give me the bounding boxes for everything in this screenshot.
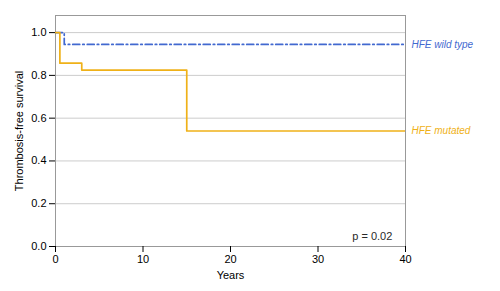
svg-text:10: 10 [137, 253, 149, 265]
svg-text:Thrombosis-free survival: Thrombosis-free survival [13, 71, 25, 191]
svg-text:0.2: 0.2 [31, 197, 46, 209]
svg-text:HFE mutated: HFE mutated [412, 125, 471, 136]
svg-text:20: 20 [224, 253, 236, 265]
svg-text:0.8: 0.8 [31, 69, 46, 81]
svg-text:0.4: 0.4 [31, 154, 46, 166]
svg-text:0.6: 0.6 [31, 112, 46, 124]
svg-text:30: 30 [312, 253, 324, 265]
svg-text:Years: Years [217, 269, 245, 281]
svg-text:1.0: 1.0 [31, 26, 46, 38]
svg-text:HFE wild type: HFE wild type [412, 39, 474, 50]
svg-text:0.0: 0.0 [31, 240, 46, 252]
svg-text:p = 0.02: p = 0.02 [352, 230, 392, 242]
svg-text:0: 0 [52, 253, 58, 265]
svg-text:40: 40 [399, 253, 411, 265]
